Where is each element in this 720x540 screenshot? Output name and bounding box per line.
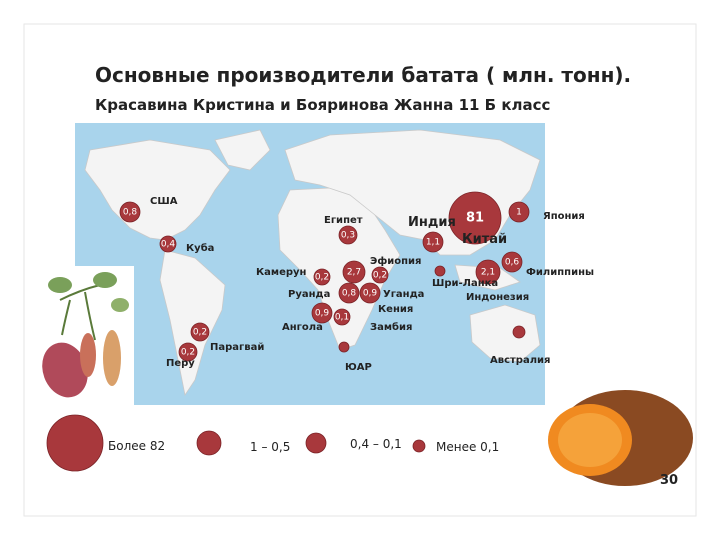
country-label: Индонезия [466, 292, 529, 303]
country-label: Куба [186, 242, 214, 254]
marker-value: 0,9 [363, 289, 378, 299]
marker-value: 0,9 [315, 309, 330, 319]
marker [338, 282, 360, 304]
subtitle: Красавина Кристина и Бояринова Жанна 11 … [95, 96, 550, 114]
country-label: Уганда [383, 289, 424, 300]
marker [512, 325, 526, 339]
country-label: Замбия [370, 321, 412, 333]
legend-label: Более 82 [108, 439, 165, 453]
marker-value: 0,1 [335, 313, 349, 323]
map-labels: США Куба Египет Индия Китай Япония Эфиоп… [150, 196, 594, 373]
marker [338, 341, 350, 353]
marker [333, 308, 351, 326]
country-label: Ангола [282, 322, 323, 333]
marker-value: 2,1 [481, 268, 495, 278]
marker [311, 302, 333, 324]
marker-value: 0,2 [315, 273, 329, 283]
legend-label: Менее 0,1 [436, 440, 499, 454]
country-label: ЮАР [345, 362, 372, 373]
marker [178, 342, 198, 362]
marker [338, 225, 358, 245]
marker [501, 251, 523, 273]
marker-value: 0,3 [341, 231, 355, 241]
marker [422, 231, 444, 253]
country-label: США [150, 196, 178, 207]
marker [508, 201, 530, 223]
marker-value: 0,6 [505, 258, 520, 268]
country-label: Китай [462, 232, 507, 247]
legend-symbol [46, 414, 104, 472]
frame [23, 23, 697, 517]
country-label: Эфиопия [370, 255, 421, 267]
country-label: Индия [408, 215, 456, 230]
country-label: Египет [324, 215, 363, 226]
page-number: 30 [660, 473, 678, 488]
marker-value: 1 [516, 208, 522, 218]
plant-illustration [38, 266, 134, 406]
marker [190, 322, 210, 342]
country-label: Япония [543, 211, 585, 222]
country-label: Кения [378, 304, 413, 315]
country-label: Шри-Ланка [432, 278, 498, 289]
marker-value: 0,2 [373, 271, 387, 281]
marker [342, 260, 366, 284]
marker [434, 265, 446, 277]
map [75, 123, 545, 405]
marker [359, 282, 381, 304]
title: Основные производители батата ( млн. тон… [95, 63, 631, 87]
legend-label: 0,4 – 0,1 [350, 437, 402, 451]
potato-illustration [548, 390, 693, 486]
marker-value: 1,1 [426, 238, 440, 248]
legend: Более 82 1 – 0,5 0,4 – 0,1 Менее 0,1 [46, 414, 499, 472]
legend-symbol [412, 439, 426, 453]
country-label: Филиппины [526, 267, 594, 278]
marker-value: 0,8 [123, 208, 138, 218]
country-label: Австралия [490, 355, 550, 366]
marker [448, 191, 502, 245]
marker [159, 235, 177, 253]
country-label: Парагвай [210, 342, 264, 353]
marker-value: 0,4 [161, 240, 176, 250]
marker [371, 266, 389, 284]
marker-value: 0,2 [193, 328, 207, 338]
marker-value: 81 [466, 211, 484, 226]
country-label: Руанда [288, 289, 330, 300]
markers: 0,8 0,4 0,3 1,1 81 1 0,2 0,2 2,7 0,8 0,9… [119, 191, 530, 362]
marker [313, 268, 331, 286]
legend-symbol [196, 430, 222, 456]
country-label: Перу [166, 358, 195, 369]
country-label: Камерун [256, 267, 307, 278]
marker [475, 259, 501, 285]
legend-label: 1 – 0,5 [250, 440, 290, 454]
marker-value: 2,7 [347, 268, 361, 278]
marker-value: 0,2 [181, 348, 195, 358]
legend-symbol [305, 432, 327, 454]
marker-value: 0,8 [342, 289, 357, 299]
marker [119, 201, 141, 223]
